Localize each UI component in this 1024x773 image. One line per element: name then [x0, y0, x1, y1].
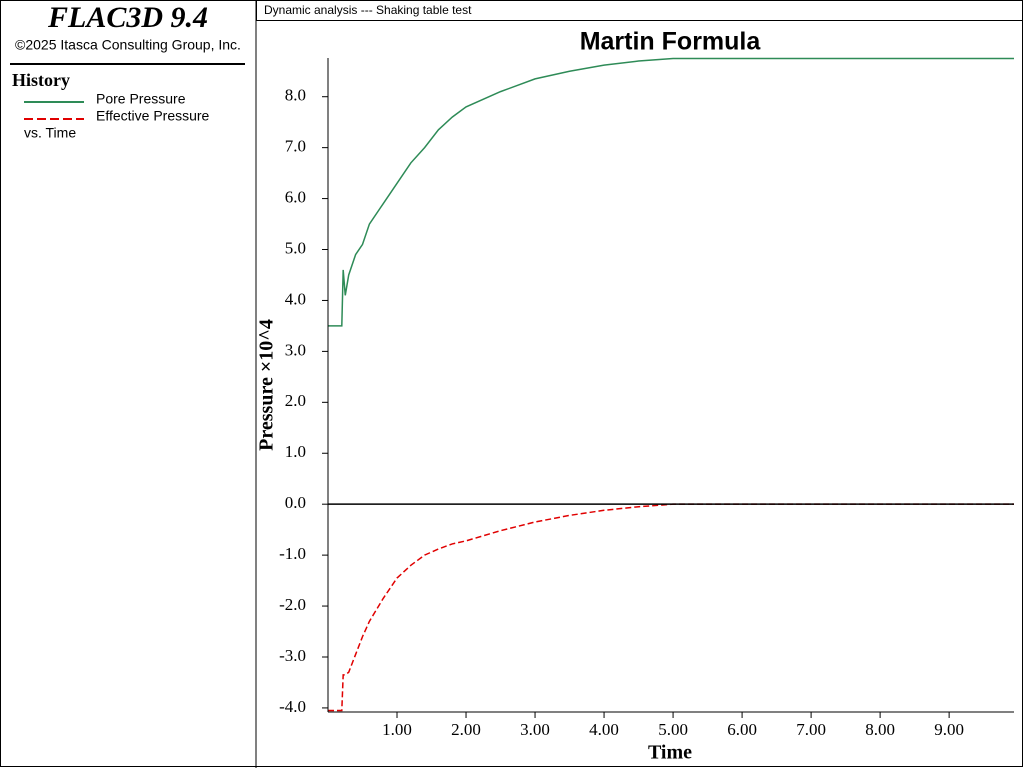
- y-tick-label: -3.0: [279, 646, 306, 665]
- plot: [328, 57, 1014, 712]
- vs-label: vs. Time: [24, 125, 76, 141]
- app-title: FLAC3D 9.4: [47, 1, 208, 34]
- x-tick-label: 6.00: [727, 720, 757, 739]
- series-line: [328, 503, 1014, 712]
- y-tick-label: 6.0: [285, 187, 306, 206]
- copyright: ©2025 Itasca Consulting Group, Inc.: [15, 37, 241, 53]
- y-axis-label: Pressure ×10^4: [256, 319, 278, 451]
- y-tick-label: 2.0: [285, 391, 306, 410]
- y-tick-label: 4.0: [285, 289, 306, 308]
- y-tick-label: 5.0: [285, 238, 306, 257]
- chart-title: Martin Formula: [580, 28, 762, 56]
- y-tick-label: 3.0: [285, 340, 306, 359]
- y-tick-label: -2.0: [279, 595, 306, 614]
- series-line: [328, 57, 1014, 327]
- x-tick-label: 5.00: [658, 720, 688, 739]
- x-axis-label: Time: [648, 742, 692, 764]
- history-heading: History: [12, 70, 70, 90]
- header-bar: [256, 0, 1023, 21]
- x-tick-label: 8.00: [865, 720, 895, 739]
- x-tick-label: 7.00: [796, 720, 826, 739]
- y-tick-label: 0.0: [285, 493, 306, 512]
- y-tick-label: 8.0: [285, 86, 306, 105]
- x-tick-label: 3.00: [520, 720, 550, 739]
- x-tick-label: 1.00: [382, 720, 412, 739]
- y-tick-label: -4.0: [279, 697, 306, 716]
- x-tick-label: 9.00: [934, 720, 964, 739]
- x-tick-label: 2.00: [451, 720, 481, 739]
- x-tick-label: 4.00: [589, 720, 619, 739]
- y-tick-label: 7.0: [285, 137, 306, 156]
- y-tick-label: 1.0: [285, 442, 306, 461]
- legend-label: Pore Pressure: [96, 91, 186, 107]
- y-tick-label: -1.0: [279, 544, 306, 563]
- header-text: Dynamic analysis --- Shaking table test: [264, 3, 472, 17]
- legend-label: Effective Pressure: [96, 108, 210, 124]
